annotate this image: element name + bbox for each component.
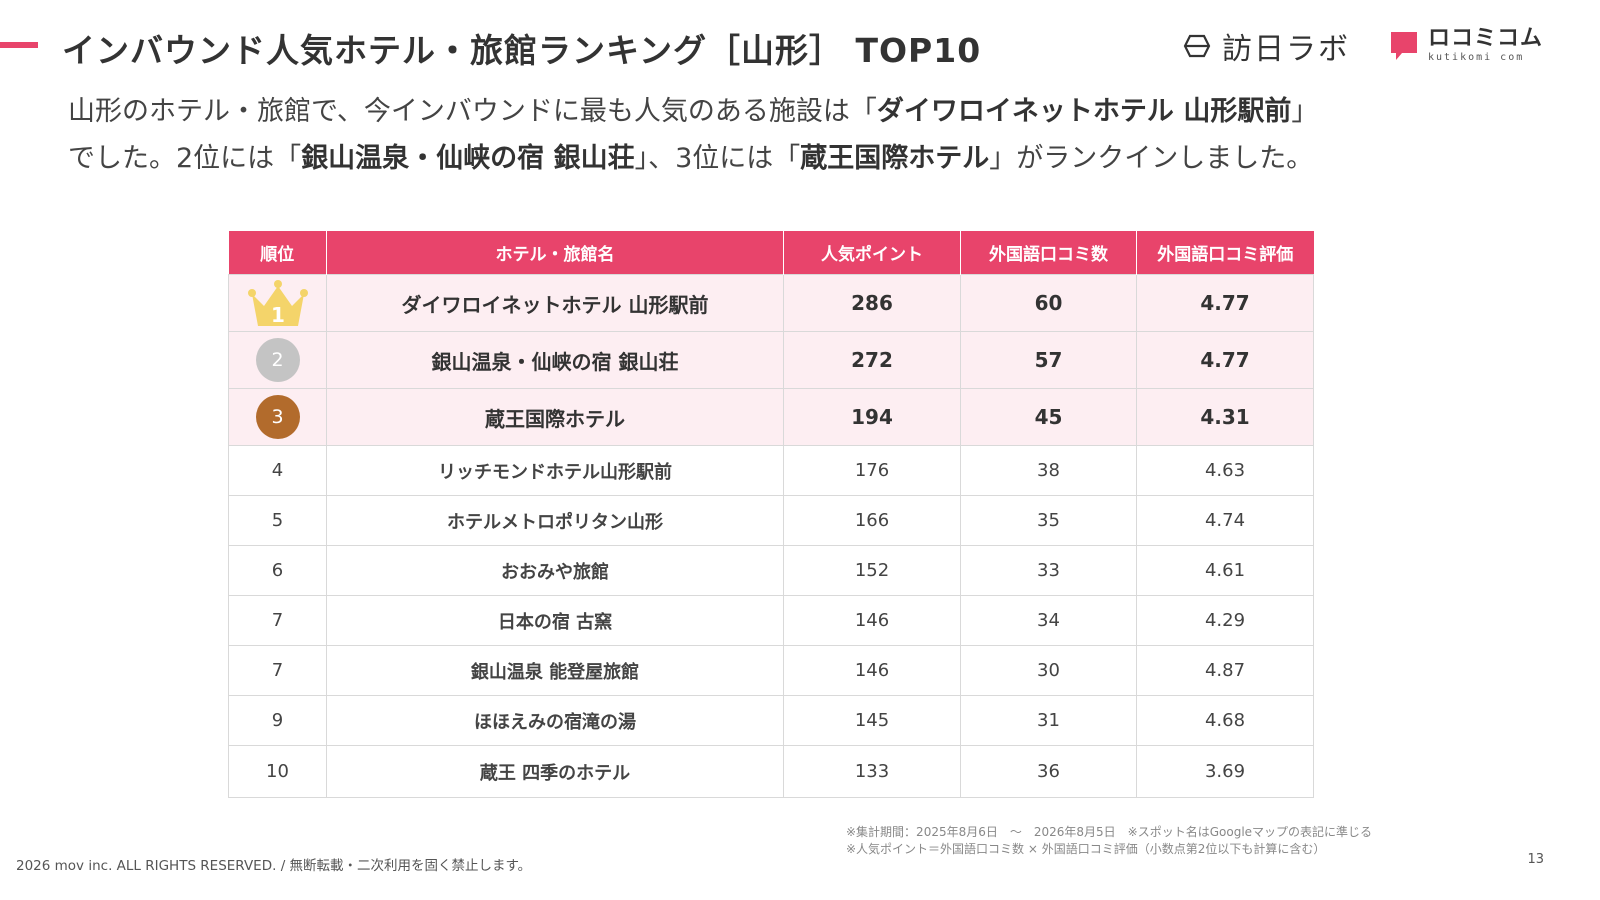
lead-highlight-rank2: 銀山温泉・仙峡の宿 銀山荘 — [301, 143, 635, 174]
hotel-name-cell: 銀山温泉 能登屋旅館 — [326, 645, 784, 696]
review-count-cell: 60 — [960, 274, 1137, 332]
hotel-name-cell: おおみや旅館 — [326, 545, 784, 596]
table-row: 7 銀山温泉 能登屋旅館 146 30 4.87 — [228, 645, 1314, 696]
gold-crown-icon: 1 — [247, 280, 308, 327]
rank-cell: 4 — [228, 445, 327, 496]
points-cell: 145 — [783, 695, 961, 746]
lead-highlight-rank3: 蔵王国際ホテル — [800, 143, 990, 174]
lead-line-1: 山形のホテル・旅館で、今インバウンドに最も人気のある施設は「ダイワロイネットホテ… — [68, 88, 1548, 135]
column-header-rank: 順位 — [228, 231, 327, 275]
table-row: 6 おおみや旅館 152 33 4.61 — [228, 545, 1314, 596]
ranking-table: 順位 ホテル・旅館名 人気ポイント 外国語口コミ数 外国語口コミ評価 1 ダイワ… — [228, 231, 1314, 798]
lead-text: 」、3位には「 — [634, 143, 801, 174]
rank-cell: 6 — [228, 545, 327, 596]
kuchikomi-com-logo-text: ロコミコム — [1428, 26, 1544, 51]
review-count-cell: 35 — [960, 495, 1137, 546]
bronze-medal-badge: 3 — [255, 395, 300, 439]
lead-line-2: でした。2位には「銀山温泉・仙峡の宿 銀山荘」、3位には「蔵王国際ホテル」がラン… — [68, 135, 1548, 182]
houmon-lab-logo-icon — [1183, 34, 1211, 58]
points-cell: 194 — [783, 388, 961, 446]
rank-number: 1 — [271, 303, 285, 327]
table-header-row: 順位 ホテル・旅館名 人気ポイント 外国語口コミ数 外国語口コミ評価 — [228, 231, 1314, 275]
points-cell: 146 — [783, 595, 961, 646]
review-count-cell: 30 — [960, 645, 1137, 696]
column-header-name: ホテル・旅館名 — [326, 231, 784, 275]
column-header-review-count: 外国語口コミ数 — [960, 231, 1137, 275]
points-cell: 133 — [783, 745, 961, 798]
column-header-points: 人気ポイント — [783, 231, 961, 275]
review-rating-cell: 4.87 — [1136, 645, 1314, 696]
hotel-name-cell: 銀山温泉・仙峡の宿 銀山荘 — [326, 331, 784, 389]
hotel-name-cell: 蔵王国際ホテル — [326, 388, 784, 446]
review-rating-cell: 4.29 — [1136, 595, 1314, 646]
houmon-lab-logo-text: 訪日ラボ — [1222, 32, 1350, 67]
table-row: 1 ダイワロイネットホテル 山形駅前 286 60 4.77 — [228, 274, 1314, 332]
silver-medal-badge: 2 — [255, 338, 300, 382]
review-count-cell: 45 — [960, 388, 1137, 446]
lead-highlight-rank1: ダイワロイネットホテル 山形駅前 — [876, 96, 1292, 127]
review-rating-cell: 4.63 — [1136, 445, 1314, 496]
review-rating-cell: 3.69 — [1136, 745, 1314, 798]
rank-cell: 1 — [228, 274, 327, 332]
hotel-name-cell: ほほえみの宿滝の湯 — [326, 695, 784, 746]
review-rating-cell: 4.74 — [1136, 495, 1314, 546]
table-row: 4 リッチモンドホテル山形駅前 176 38 4.63 — [228, 445, 1314, 496]
review-count-cell: 34 — [960, 595, 1137, 646]
lead-text: 」がランクインしました。 — [989, 143, 1314, 174]
review-count-cell: 33 — [960, 545, 1137, 596]
review-count-cell: 31 — [960, 695, 1137, 746]
rank-cell: 10 — [228, 745, 327, 798]
table-row: 7 日本の宿 古窯 146 34 4.29 — [228, 595, 1314, 646]
title-accent-bar — [0, 42, 38, 48]
rank-cell: 9 — [228, 695, 327, 746]
houmon-lab-logo: 訪日ラボ — [1180, 24, 1350, 68]
footnotes: ※集計期間：2025年8月6日 ～ 2026年8月5日 ※スポット名はGoogl… — [846, 824, 1372, 858]
review-count-cell: 57 — [960, 331, 1137, 389]
review-count-cell: 38 — [960, 445, 1137, 496]
review-count-cell: 36 — [960, 745, 1137, 798]
hotel-name-cell: 蔵王 四季のホテル — [326, 745, 784, 798]
rank-cell: 7 — [228, 595, 327, 646]
table-row: 2 銀山温泉・仙峡の宿 銀山荘 272 57 4.77 — [228, 331, 1314, 389]
footnote-points-formula: ※人気ポイント＝外国語口コミ数 × 外国語口コミ評価（小数点第2位以下も計算に含… — [846, 842, 1326, 856]
footnote-period: ※集計期間：2025年8月6日 ～ 2026年8月5日 ※スポット名はGoogl… — [846, 825, 1373, 839]
column-header-review-rating: 外国語口コミ評価 — [1136, 231, 1314, 275]
table-row: 3 蔵王国際ホテル 194 45 4.31 — [228, 388, 1314, 446]
kuchikomi-com-logo-subtext: kutikomi com — [1428, 52, 1525, 63]
hotel-name-cell: リッチモンドホテル山形駅前 — [326, 445, 784, 496]
review-rating-cell: 4.77 — [1136, 274, 1314, 332]
review-rating-cell: 4.61 — [1136, 545, 1314, 596]
hotel-name-cell: ダイワロイネットホテル 山形駅前 — [326, 274, 784, 332]
speech-bubble-icon — [1391, 31, 1417, 60]
rank-cell: 3 — [228, 388, 327, 446]
points-cell: 166 — [783, 495, 961, 546]
page-title: インバウンド人気ホテル・旅館ランキング［山形］ TOP10 — [62, 31, 982, 70]
table-row: 9 ほほえみの宿滝の湯 145 31 4.68 — [228, 695, 1314, 746]
rank-cell: 5 — [228, 495, 327, 546]
lead-text: でした。2位には「 — [68, 143, 302, 174]
review-rating-cell: 4.31 — [1136, 388, 1314, 446]
lead-text: 山形のホテル・旅館で、今インバウンドに最も人気のある施設は「 — [68, 96, 877, 127]
table-row: 10 蔵王 四季のホテル 133 36 3.69 — [228, 745, 1314, 798]
lead-paragraph: 山形のホテル・旅館で、今インバウンドに最も人気のある施設は「ダイワロイネットホテ… — [68, 88, 1548, 182]
rank-cell: 7 — [228, 645, 327, 696]
review-rating-cell: 4.68 — [1136, 695, 1314, 746]
points-cell: 146 — [783, 645, 961, 696]
hotel-name-cell: 日本の宿 古窯 — [326, 595, 784, 646]
points-cell: 272 — [783, 331, 961, 389]
kuchikomi-com-logo: ロコミコム kutikomi com — [1388, 28, 1543, 63]
copyright-notice: 2026 mov inc. ALL RIGHTS RESERVED. / 無断転… — [16, 858, 532, 874]
lead-text: 」 — [1291, 96, 1319, 127]
hotel-name-cell: ホテルメトロポリタン山形 — [326, 495, 784, 546]
table-row: 5 ホテルメトロポリタン山形 166 35 4.74 — [228, 495, 1314, 546]
page-number: 13 — [1527, 852, 1544, 867]
points-cell: 152 — [783, 545, 961, 596]
rank-cell: 2 — [228, 331, 327, 389]
review-rating-cell: 4.77 — [1136, 331, 1314, 389]
points-cell: 176 — [783, 445, 961, 496]
points-cell: 286 — [783, 274, 961, 332]
